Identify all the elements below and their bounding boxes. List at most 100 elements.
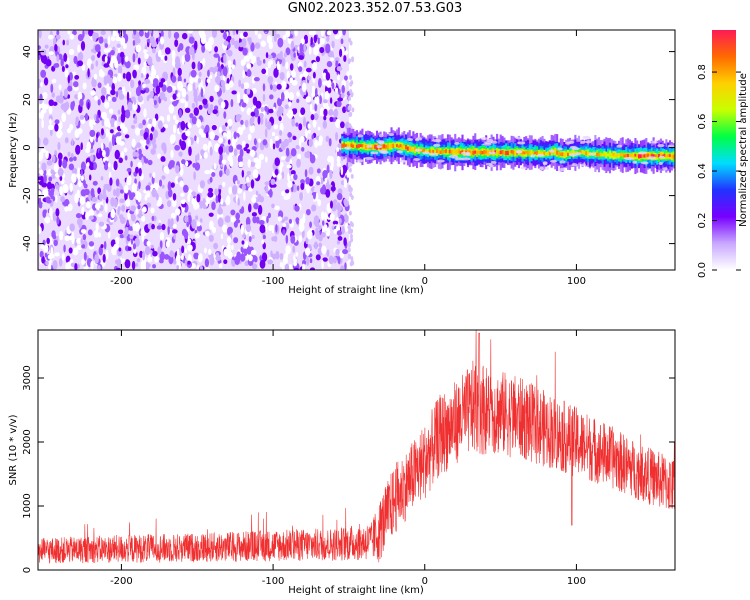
signal-cell	[381, 144, 384, 149]
signal-halo	[485, 162, 493, 166]
noise-speckle	[227, 243, 231, 250]
signal-cell	[621, 153, 624, 157]
noise-speckle	[340, 92, 345, 99]
noise-speckle	[241, 38, 247, 48]
noise-speckle	[174, 208, 181, 216]
noise-speckle	[300, 107, 306, 116]
noise-speckle	[84, 112, 89, 122]
signal-cell	[459, 150, 462, 155]
noise-speckle	[54, 194, 58, 203]
noise-speckle	[227, 226, 234, 234]
noise-speckle	[306, 150, 311, 159]
noise-speckle	[237, 197, 240, 207]
noise-speckle	[324, 90, 330, 100]
noise-speckle	[220, 198, 224, 205]
noise-speckle	[131, 183, 137, 193]
noise-speckle	[88, 241, 95, 247]
noise-speckle	[105, 249, 109, 260]
signal-halo	[344, 146, 352, 150]
noise-speckle	[41, 255, 45, 264]
noise-speckle	[128, 226, 134, 231]
noise-speckle	[198, 200, 204, 209]
noise-speckle	[50, 128, 53, 137]
noise-speckle	[280, 141, 286, 151]
noise-speckle	[347, 247, 351, 253]
noise-speckle	[293, 267, 299, 270]
noise-speckle	[167, 188, 173, 198]
signal-halo	[550, 159, 558, 163]
noise-speckle	[172, 67, 176, 77]
signal-cell	[574, 151, 577, 155]
noise-speckle	[150, 40, 157, 48]
signal-cell	[526, 151, 530, 155]
signal-halo	[557, 147, 563, 151]
noise-speckle	[117, 65, 123, 74]
noise-speckle	[107, 95, 112, 102]
noise-speckle	[73, 81, 79, 88]
signal-cell	[348, 143, 351, 148]
noise-speckle	[173, 32, 180, 40]
noise-speckle	[236, 114, 242, 119]
noise-speckle	[75, 144, 81, 155]
noise-speckle	[164, 47, 171, 55]
noise-speckle	[38, 55, 41, 61]
signal-cell	[639, 154, 642, 158]
noise-speckle	[158, 179, 163, 187]
noise-speckle	[64, 137, 69, 144]
noise-speckle	[307, 76, 311, 81]
noise-speckle	[137, 95, 143, 103]
noise-speckle	[47, 124, 54, 131]
noise-speckle	[315, 254, 321, 261]
colorbar-ticks: 0.0 0.2 0.4 0.6 0.8	[697, 64, 741, 278]
snr-panel: -200 -100 0 100 0 1000 2000 3000 Height of str…	[8, 329, 676, 596]
noise-speckle	[102, 193, 107, 200]
signal-cell	[401, 144, 404, 149]
signal-cell	[612, 152, 615, 156]
signal-cell	[455, 150, 459, 154]
noise-speckle	[271, 224, 275, 234]
noise-speckle	[72, 30, 77, 36]
noise-speckle	[329, 169, 333, 179]
noise-speckle	[115, 267, 122, 270]
noise-speckle	[183, 78, 187, 83]
noise-speckle	[218, 137, 224, 144]
noise-speckle	[241, 140, 246, 148]
noise-speckle	[305, 208, 311, 216]
noise-speckle	[65, 255, 71, 264]
noise-speckle	[130, 192, 136, 198]
noise-speckle	[234, 255, 241, 266]
noise-speckle	[262, 242, 266, 250]
noise-speckle	[319, 37, 326, 45]
noise-speckle	[273, 30, 277, 35]
noise-speckle	[64, 235, 71, 242]
noise-speckle	[167, 225, 170, 235]
signal-cell	[523, 151, 526, 155]
signal-cell	[514, 150, 517, 155]
noise-speckle	[329, 200, 334, 209]
noise-speckle	[265, 184, 269, 194]
noise-speckle	[132, 69, 137, 79]
noise-speckle	[228, 67, 232, 75]
noise-speckle	[105, 128, 110, 138]
noise-speckle	[95, 60, 99, 67]
noise-speckle	[343, 178, 348, 189]
signal-halo	[396, 150, 403, 154]
signal-cell	[565, 151, 568, 156]
noise-speckle	[179, 180, 184, 187]
signal-cell	[521, 151, 524, 155]
noise-speckle	[306, 230, 313, 240]
noise-speckle	[289, 63, 294, 71]
noise-speckle	[155, 85, 161, 95]
noise-speckle	[90, 63, 94, 70]
noise-speckle	[277, 37, 284, 48]
noise-speckle	[187, 244, 193, 252]
noise-speckle	[348, 167, 352, 173]
snr-y-tick-label: 1000	[22, 493, 33, 518]
signal-cell	[637, 154, 641, 159]
noise-speckle	[139, 129, 145, 137]
noise-speckle	[97, 99, 101, 106]
noise-speckle	[261, 216, 267, 222]
noise-speckle	[103, 183, 110, 190]
noise-speckle	[262, 234, 266, 240]
noise-speckle	[194, 200, 197, 206]
